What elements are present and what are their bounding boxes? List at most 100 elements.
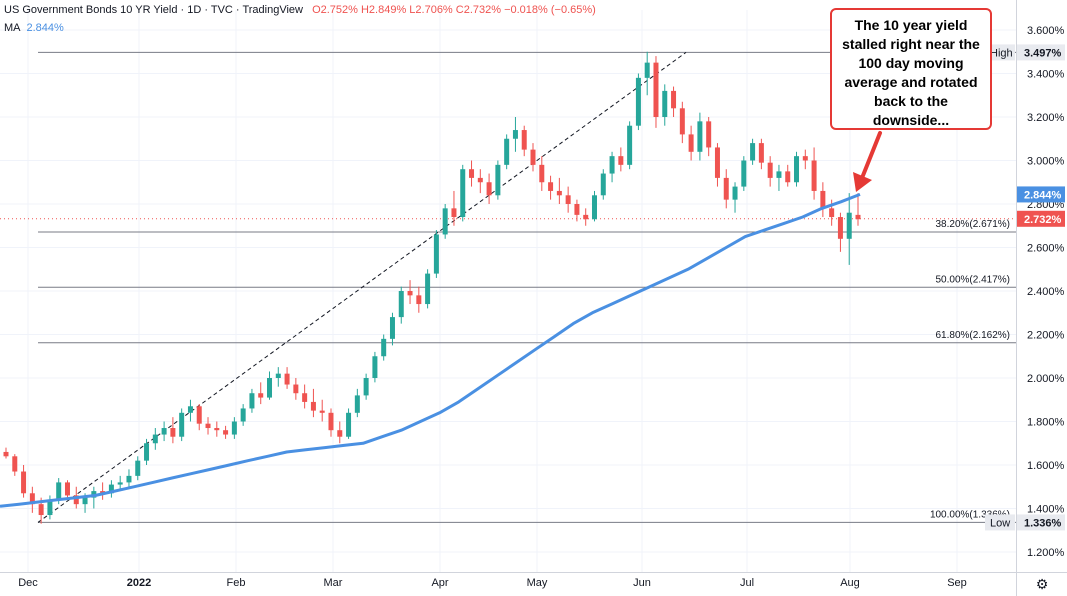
candle-body (776, 171, 782, 178)
x-tick-label: Feb (227, 577, 246, 589)
candle-body (21, 471, 27, 494)
candle-body (100, 491, 106, 494)
candle-body (785, 171, 791, 183)
candle-body (469, 169, 475, 178)
y-tick-label: 2.400% (1027, 286, 1065, 298)
candle-body (398, 291, 404, 318)
candle-body (679, 108, 685, 135)
candle-body (231, 421, 237, 435)
annotation-callout: The 10 year yield stalled right near the… (830, 8, 992, 130)
candle-body (600, 173, 606, 196)
candle-body (337, 430, 343, 437)
candle-body (530, 149, 536, 165)
candle-body (548, 182, 554, 191)
candle-body (671, 90, 677, 109)
candle-body (486, 182, 492, 196)
candle-body (714, 147, 720, 178)
y-tick-label: 3.200% (1027, 112, 1065, 124)
x-tick-label: Sep (947, 577, 967, 589)
candle-body (512, 130, 518, 139)
candle-body (205, 423, 211, 429)
candle-body (275, 373, 281, 378)
x-tick-label: Dec (18, 577, 38, 589)
candle-body (249, 393, 255, 409)
candle-body (802, 156, 808, 161)
ma-line (0, 193, 861, 508)
price-tag-value: 3.497% (1024, 47, 1062, 59)
candle-body (144, 443, 150, 461)
source-label: TVC (210, 4, 233, 16)
candle-body (302, 393, 308, 402)
y-tick-label: 3.000% (1027, 156, 1065, 168)
x-tick-label: Apr (431, 577, 448, 589)
candle-body (152, 434, 158, 444)
candle-body (846, 212, 852, 239)
price-tag-bg (1017, 210, 1065, 227)
interval-label[interactable]: 1D (187, 4, 202, 16)
candle-body (354, 395, 360, 413)
candle-body (126, 475, 132, 483)
candle-body (706, 121, 712, 148)
price-tag-side-label: Low (990, 517, 1010, 529)
candle-body (433, 234, 439, 274)
fib-level-label: 50.00%(2.417%) (936, 274, 1011, 285)
candle-body (618, 156, 624, 165)
y-tick-label: 3.400% (1027, 69, 1065, 81)
candle-body (750, 143, 756, 161)
price-tag-value: 2.844% (1024, 189, 1062, 201)
candle-body (372, 356, 378, 378)
arrow-shaft (860, 131, 882, 180)
candle-body (837, 217, 843, 239)
moving-average-series (0, 193, 861, 508)
price-tag-bg (1017, 186, 1065, 203)
candle-body (64, 482, 70, 496)
candle-body (293, 384, 299, 394)
candle-body (539, 164, 545, 183)
candle-body (196, 406, 202, 424)
candle-body (108, 484, 114, 494)
candle-body (214, 428, 220, 431)
candle-body (477, 177, 483, 183)
candle-body (240, 408, 246, 422)
candle-body (319, 410, 325, 413)
settings-gear-icon[interactable]: ⚙ (1036, 576, 1049, 592)
candlestick-series (3, 51, 861, 524)
price-axis[interactable]: 3.600%3.400%3.200%3.000%2.800%2.600%2.40… (985, 0, 1065, 596)
candle-body (565, 195, 571, 204)
fib-level-label: 100.00%(1.336%) (930, 509, 1010, 520)
x-tick-label: 2022 (127, 577, 151, 589)
candle-body (662, 90, 668, 117)
candle-body (688, 134, 694, 152)
candle-body (556, 190, 562, 196)
brand-label: TradingView (242, 4, 303, 16)
chart-gridlines (0, 10, 1016, 572)
candle-body (609, 156, 615, 174)
x-tick-label: Mar (324, 577, 343, 589)
indicator-legend[interactable]: MA 2.844% (4, 22, 64, 34)
y-tick-label: 3.600% (1027, 25, 1065, 37)
candle-body (284, 373, 290, 385)
indicator-value: 2.844% (26, 22, 64, 34)
candle-body (38, 504, 44, 516)
candle-body (767, 162, 773, 178)
x-tick-label: Aug (840, 577, 860, 589)
candle-body (460, 169, 466, 218)
y-tick-label: 1.600% (1027, 460, 1065, 472)
candle-body (73, 495, 79, 505)
candle-body (389, 317, 395, 339)
candle-body (187, 406, 193, 413)
x-tick-label: Jul (740, 577, 754, 589)
candle-body (627, 125, 633, 165)
symbol-title[interactable]: US Government Bonds 10 YR Yield (4, 4, 178, 16)
time-axis[interactable]: Dec 2022 Feb Mar Apr May Jun Jul Aug Sep ⚙ (0, 572, 1067, 593)
fibonacci-levels: 38.20%(2.671%) 50.00%(2.417%) 61.80%(2.162… (0, 51, 1016, 523)
candle-body (161, 428, 167, 435)
candle-body (12, 456, 18, 472)
candle-body (407, 291, 413, 296)
y-tick-label: 2.200% (1027, 330, 1065, 342)
candle-body (179, 412, 185, 437)
candle-body (135, 460, 141, 476)
candle-body (644, 62, 650, 78)
candle-body (416, 295, 422, 305)
